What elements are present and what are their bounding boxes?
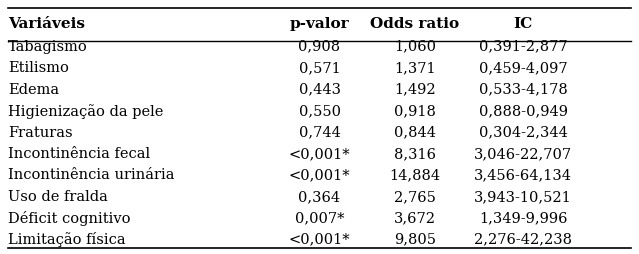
Text: 0,443: 0,443 [298, 82, 341, 96]
Text: IC: IC [514, 17, 533, 31]
Text: 9,805: 9,805 [394, 232, 436, 246]
Text: 2,765: 2,765 [394, 189, 436, 203]
Text: 0,459-4,097: 0,459-4,097 [479, 61, 567, 75]
Text: Edema: Edema [8, 82, 59, 96]
Text: Uso de fralda: Uso de fralda [8, 189, 107, 203]
Text: 0,364: 0,364 [298, 189, 341, 203]
Text: 3,672: 3,672 [394, 211, 436, 225]
Text: 0,007*: 0,007* [295, 211, 344, 225]
Text: 1,492: 1,492 [394, 82, 436, 96]
Text: Variáveis: Variáveis [8, 17, 85, 31]
Text: 2,276-42,238: 2,276-42,238 [474, 232, 572, 246]
Text: 3,943-10,521: 3,943-10,521 [474, 189, 572, 203]
Text: 0,908: 0,908 [298, 40, 341, 54]
Text: Limitação física: Limitação física [8, 231, 125, 246]
Text: 0,844: 0,844 [394, 125, 436, 139]
Text: Fraturas: Fraturas [8, 125, 72, 139]
Text: Odds ratio: Odds ratio [371, 17, 459, 31]
Text: 0,304-2,344: 0,304-2,344 [479, 125, 567, 139]
Text: <0,001*: <0,001* [289, 146, 350, 160]
Text: 0,888-0,949: 0,888-0,949 [479, 104, 567, 118]
Text: Déficit cognitivo: Déficit cognitivo [8, 210, 130, 225]
Text: 0,550: 0,550 [298, 104, 341, 118]
Text: p-valor: p-valor [289, 17, 350, 31]
Text: 0,918: 0,918 [394, 104, 436, 118]
Text: <0,001*: <0,001* [289, 232, 350, 246]
Text: 3,456-64,134: 3,456-64,134 [474, 168, 572, 182]
Text: 8,316: 8,316 [394, 146, 436, 160]
Text: Etilismo: Etilismo [8, 61, 68, 75]
Text: Incontinência urinária: Incontinência urinária [8, 168, 174, 182]
Text: Incontinência fecal: Incontinência fecal [8, 146, 150, 160]
Text: Tabagismo: Tabagismo [8, 40, 88, 54]
Text: 1,349-9,996: 1,349-9,996 [479, 211, 567, 225]
Text: 0,391-2,877: 0,391-2,877 [479, 40, 567, 54]
Text: 1,060: 1,060 [394, 40, 436, 54]
Text: 0,744: 0,744 [298, 125, 341, 139]
Text: 0,571: 0,571 [298, 61, 341, 75]
Text: Higienização da pele: Higienização da pele [8, 103, 163, 118]
Text: <0,001*: <0,001* [289, 168, 350, 182]
Text: 3,046-22,707: 3,046-22,707 [474, 146, 572, 160]
Text: 1,371: 1,371 [394, 61, 436, 75]
Text: 14,884: 14,884 [389, 168, 440, 182]
Text: 0,533-4,178: 0,533-4,178 [479, 82, 567, 96]
